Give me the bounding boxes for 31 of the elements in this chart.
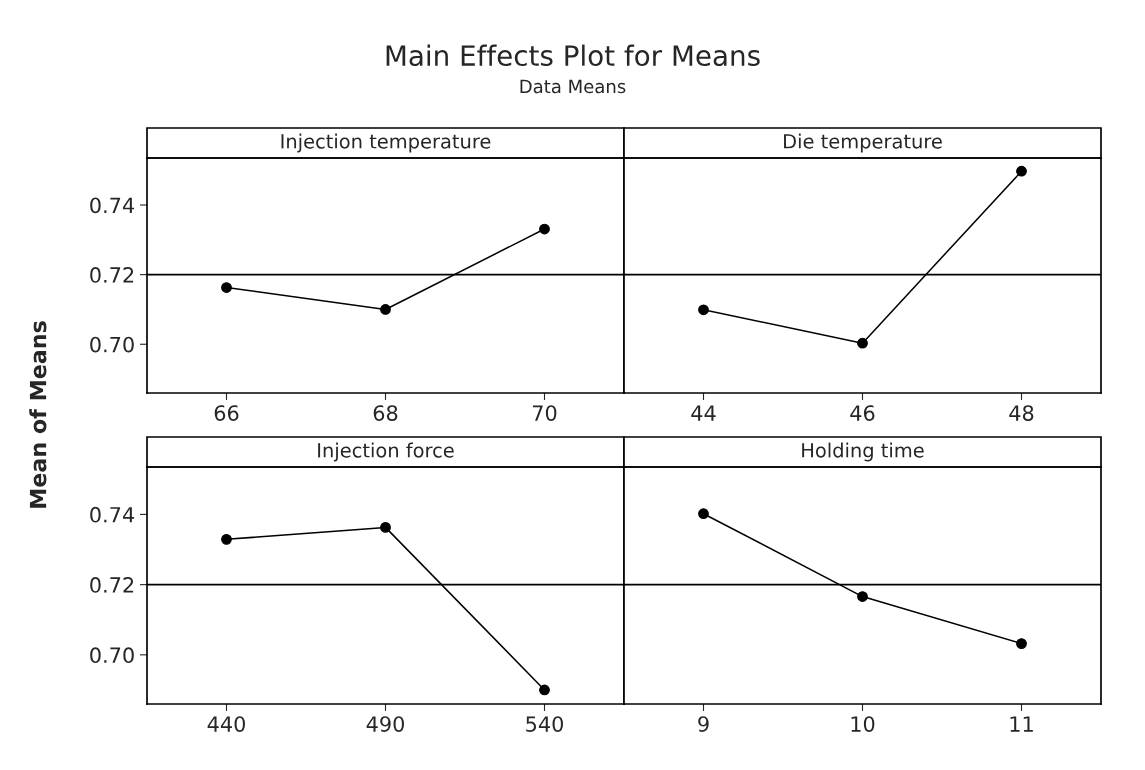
- point: [539, 684, 550, 696]
- point: [380, 522, 391, 533]
- x-tick-label: 70: [532, 405, 557, 421]
- chart-title: Injection temperature: [281, 133, 491, 153]
- x-tick-label: 440: [207, 716, 245, 732]
- x-tick-label: 44: [691, 405, 716, 421]
- x-tick-label: 11: [1010, 716, 1033, 732]
- chart-title: Injection force: [318, 442, 454, 462]
- chart-title: Die temperature: [784, 133, 942, 153]
- y-tick-label: 0.70: [90, 336, 134, 353]
- x-tick-label: 46: [850, 405, 875, 421]
- x-tick-label: 48: [1009, 405, 1034, 421]
- text: Main Effects Plot for Means: [386, 44, 760, 67]
- x-tick-label: 540: [526, 716, 563, 732]
- point: [380, 304, 391, 315]
- y-tick-label: 0.70: [90, 647, 134, 664]
- chart-title: Holding time: [802, 442, 924, 462]
- x-tick-label: 9: [698, 716, 709, 732]
- point: [221, 533, 232, 545]
- x-tick-label: 10: [851, 716, 875, 732]
- text: Data Means: [520, 79, 626, 94]
- x-tick-label: 66: [214, 405, 239, 421]
- y-tick-label: 0.72: [90, 577, 134, 593]
- point: [221, 282, 232, 293]
- point: [539, 223, 550, 235]
- y-tick-label: 0.72: [90, 267, 134, 283]
- y-tick-label: 0.74: [90, 197, 135, 214]
- y-axis-title: Mean of Means: [29, 321, 47, 508]
- y-tick-label: 0.74: [90, 506, 135, 523]
- x-tick-label: 68: [373, 405, 398, 421]
- x-tick-label: 490: [366, 716, 404, 732]
